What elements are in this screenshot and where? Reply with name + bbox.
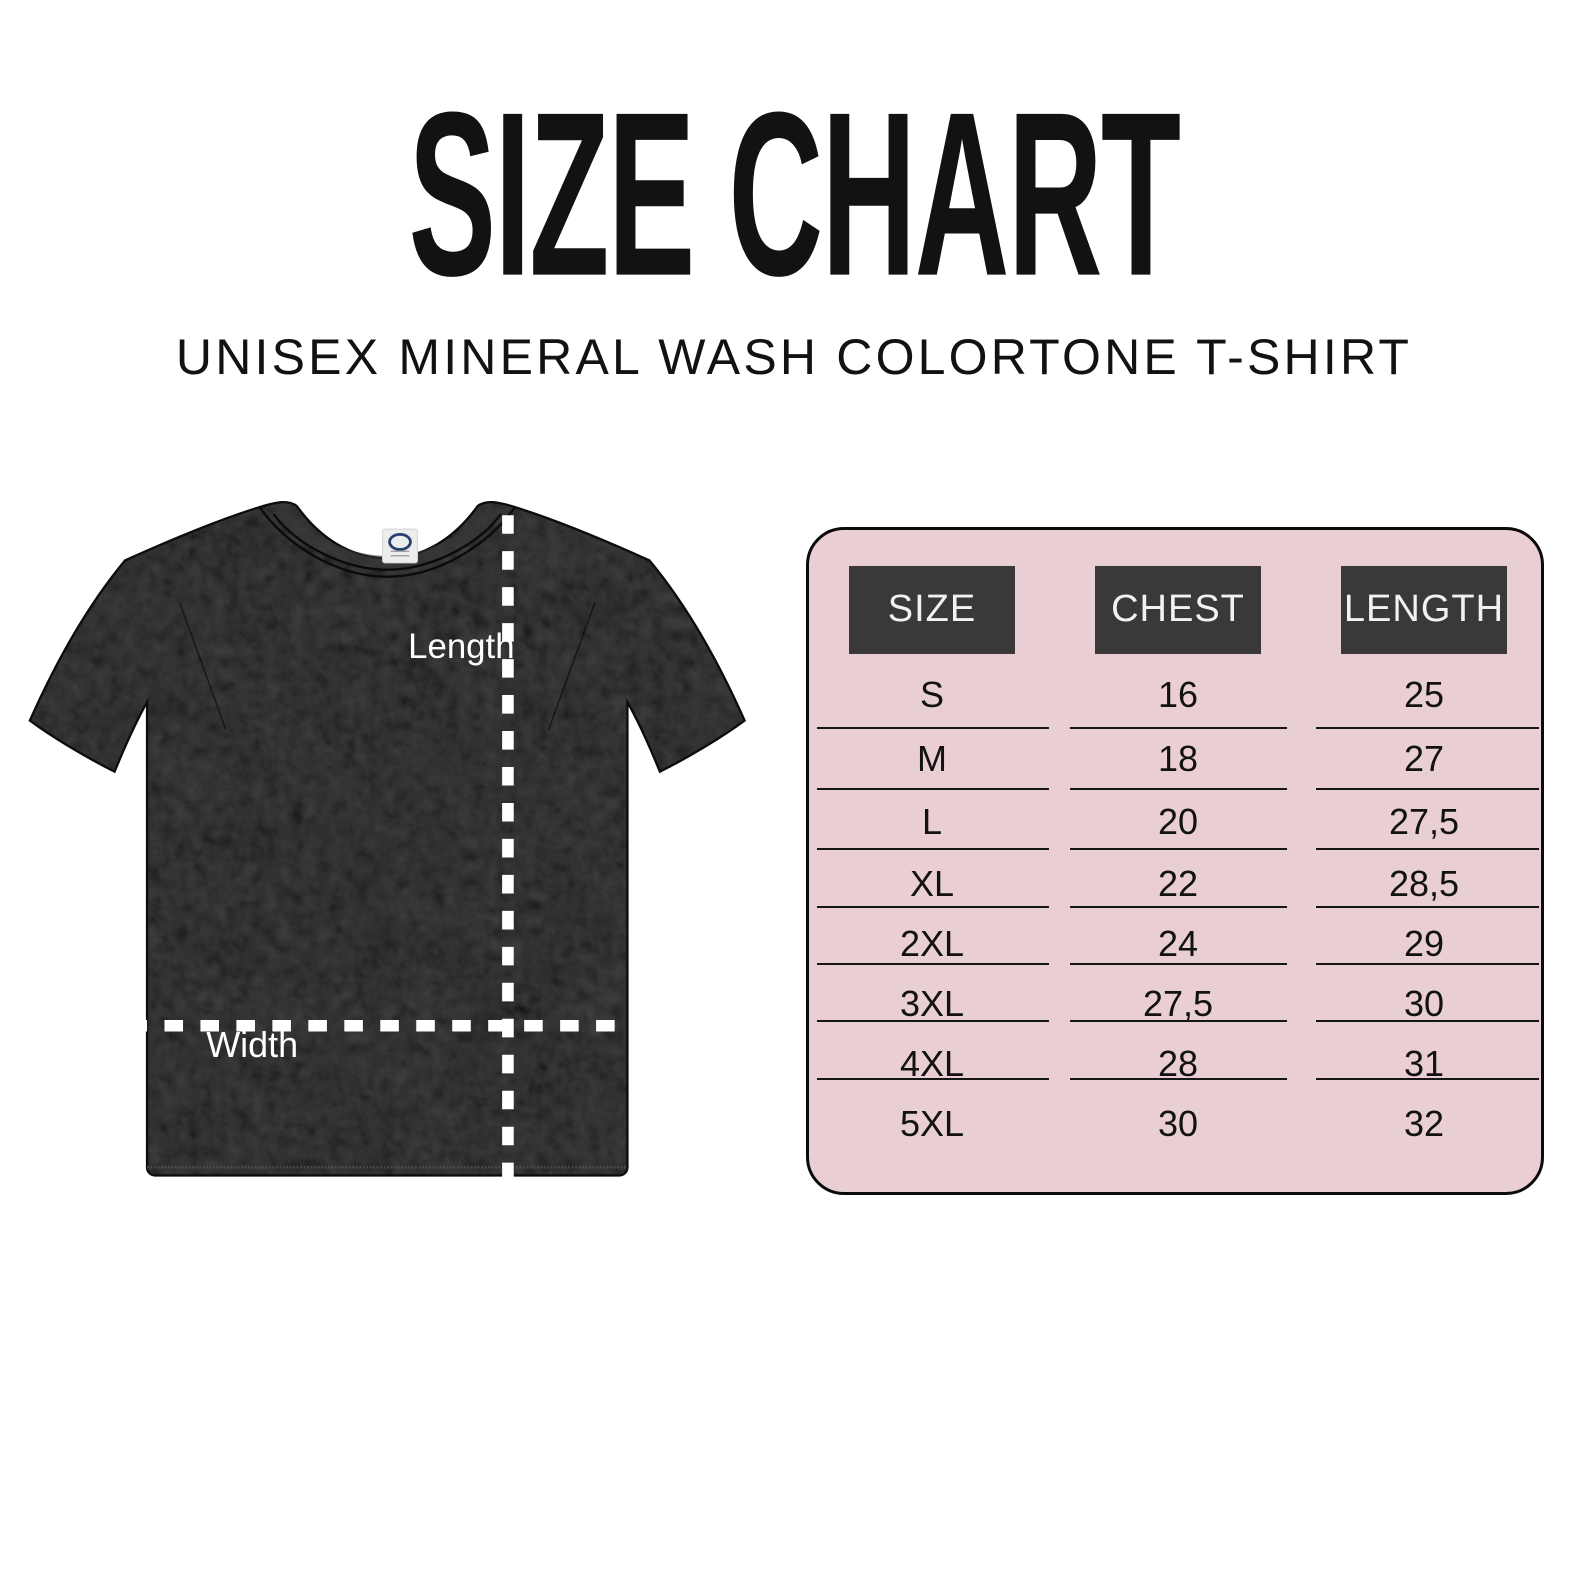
svg-text:Length: Length (408, 627, 514, 666)
svg-text:Width: Width (206, 1024, 298, 1065)
